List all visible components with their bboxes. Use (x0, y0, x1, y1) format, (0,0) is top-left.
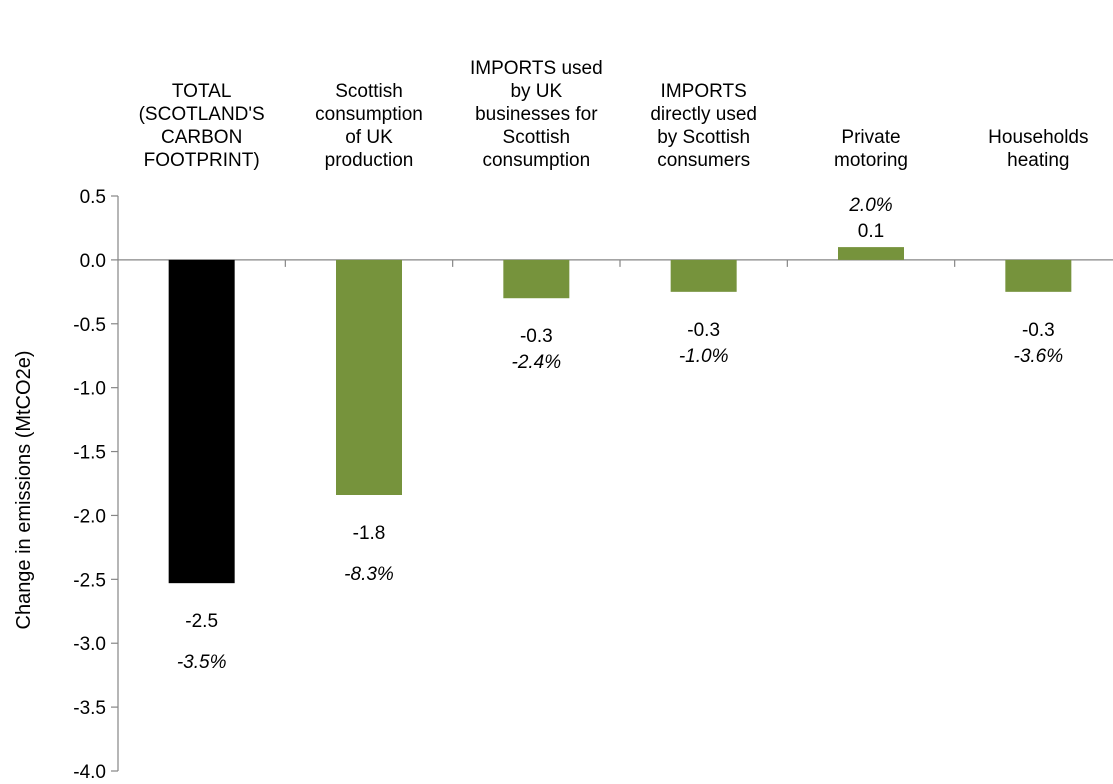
bar-3 (670, 259, 737, 292)
percent-label: -3.6% (1014, 346, 1064, 367)
category-label: IMPORTS (661, 81, 747, 102)
category-label: CARBON (161, 127, 242, 148)
y-tick-label: 0.5 (80, 187, 106, 208)
category-label: IMPORTS used (470, 58, 603, 79)
percent-label: 2.0% (848, 195, 892, 216)
data-label: 0.1 (858, 221, 884, 242)
data-label: -0.3 (1022, 320, 1055, 341)
y-tick-label: -1.0 (73, 379, 106, 400)
data-label: -2.5 (185, 611, 218, 632)
category-label: (SCOTLAND'S (139, 104, 265, 125)
category-label: businesses for (475, 104, 598, 125)
percent-label: -1.0% (679, 346, 729, 367)
y-tick-label: -3.5 (73, 698, 106, 719)
y-tick-label: -0.5 (73, 315, 106, 336)
category-label: FOOTPRINT) (144, 150, 260, 171)
y-tick-label: -1.5 (73, 443, 106, 464)
y-tick-label: -2.0 (73, 506, 106, 527)
data-label: -0.3 (687, 320, 720, 341)
category-label: TOTAL (172, 81, 231, 102)
category-label: of UK (345, 127, 393, 148)
bar-0 (168, 259, 235, 584)
category-label: Private (841, 127, 900, 148)
category-label: consumption (315, 104, 423, 125)
category-label: production (325, 150, 414, 171)
category-label: consumers (657, 150, 750, 171)
y-tick-label: 0.0 (80, 251, 106, 272)
category-label: motoring (834, 150, 908, 171)
bar-2 (503, 259, 570, 299)
y-tick-label: -3.0 (73, 634, 106, 655)
category-label: Scottish (335, 81, 403, 102)
category-label: Households (988, 127, 1088, 148)
category-label: directly used (650, 104, 757, 125)
percent-label: -2.4% (512, 352, 562, 373)
category-label: heating (1007, 150, 1069, 171)
y-tick-label: -2.5 (73, 570, 106, 591)
data-label: -1.8 (353, 523, 386, 544)
bar-1 (336, 259, 402, 495)
category-label: by UK (510, 81, 562, 102)
percent-label: -8.3% (344, 564, 394, 585)
bar-5 (1005, 259, 1072, 292)
percent-label: -3.5% (177, 652, 227, 673)
y-tick-label: -4.0 (73, 762, 106, 783)
category-label: by Scottish (657, 127, 750, 148)
category-label: Scottish (503, 127, 571, 148)
y-axis-title: Change in emissions (MtCO2e) (13, 351, 35, 630)
bar-4 (838, 247, 904, 260)
category-label: consumption (482, 150, 590, 171)
y-axis-title-group: Change in emissions (MtCO2e) (13, 351, 35, 630)
data-label: -0.3 (520, 326, 553, 347)
